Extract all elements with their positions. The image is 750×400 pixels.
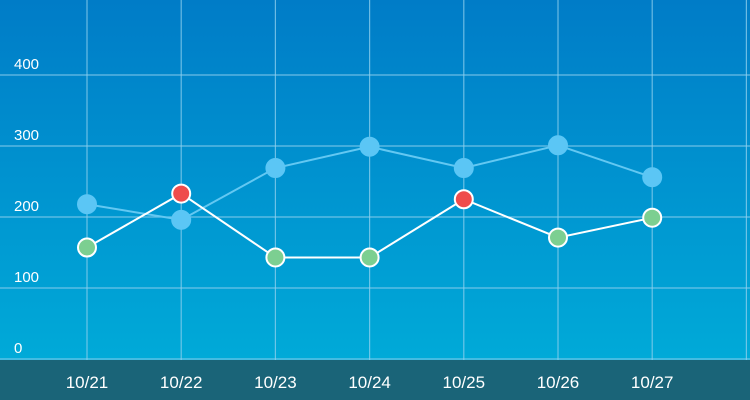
data-point — [171, 183, 192, 204]
y-tick-label: 300 — [14, 127, 39, 144]
y-tick-label: 0 — [14, 340, 22, 357]
x-axis-band — [0, 360, 750, 400]
x-tick-label: 10/22 — [160, 373, 203, 392]
x-tick-label: 10/27 — [631, 373, 674, 392]
data-point — [642, 167, 663, 188]
data-point — [77, 194, 97, 215]
y-tick-label: 100 — [14, 269, 39, 286]
plot-background — [0, 0, 750, 360]
data-point — [642, 207, 663, 228]
x-tick-label: 10/25 — [443, 373, 486, 392]
data-point — [265, 158, 286, 179]
data-point — [548, 227, 568, 248]
x-tick-label: 10/26 — [537, 373, 580, 392]
x-tick-label: 10/23 — [254, 373, 297, 392]
x-tick-label: 10/21 — [66, 373, 109, 392]
series-2 — [77, 183, 663, 268]
data-point — [453, 158, 474, 179]
data-point — [77, 237, 97, 258]
y-tick-label: 400 — [14, 56, 39, 73]
data-point — [265, 247, 286, 268]
data-point — [171, 209, 192, 230]
data-point — [359, 247, 380, 268]
x-tick-label: 10/24 — [348, 373, 391, 392]
series-layer — [77, 135, 663, 268]
data-point — [453, 189, 474, 210]
series-1 — [77, 135, 663, 230]
grid — [0, 0, 750, 360]
y-tick-label: 200 — [14, 198, 39, 215]
data-point — [359, 136, 380, 157]
y-axis-ticks: 0 100 200 300 400 — [14, 56, 39, 357]
x-axis-ticks: 10/21 10/22 10/23 10/24 10/25 10/26 10/27 — [66, 373, 674, 392]
data-point — [548, 135, 568, 156]
